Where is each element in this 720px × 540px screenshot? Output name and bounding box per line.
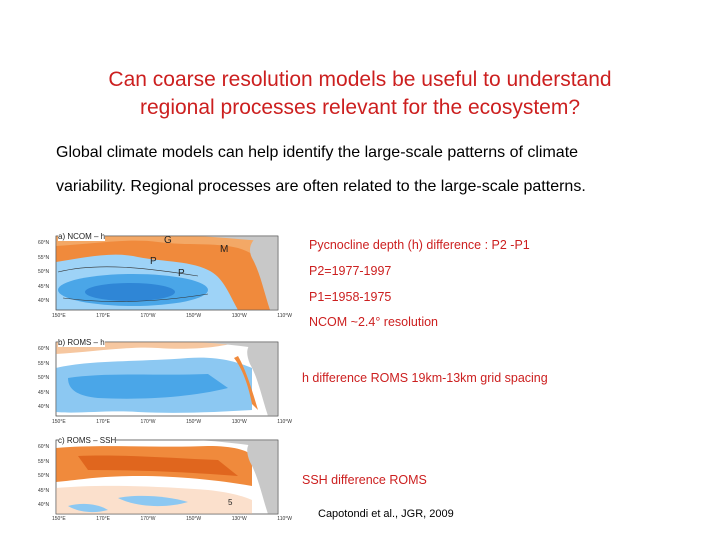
citation: Capotondi et al., JGR, 2009 — [318, 508, 454, 520]
slide-title: Can coarse resolution models be useful t… — [40, 66, 680, 122]
marker-p-2: P — [150, 256, 157, 267]
roms-ssh-map — [55, 439, 279, 515]
panel-label: a) NCOM – h — [58, 232, 106, 241]
lat-ticks: 60°N 55°N 50°N 45°N 40°N — [38, 240, 50, 304]
ncom-h-map — [55, 235, 279, 311]
lon-ticks: 150°E 170°E 170°W 150°W 130°W 110°W — [52, 313, 292, 319]
caption-panel-a-line2: P2=1977-1997 — [309, 264, 392, 278]
map-panel-a: a) NCOM – h G M P P 60°N 55°N 50°N 45°N 40°N… — [38, 232, 292, 320]
intro-text: Global climate models can help identify … — [56, 136, 696, 204]
marker-p: P — [178, 268, 185, 279]
caption-panel-a-line1: Pycnocline depth (h) difference : P2 -P1 — [309, 238, 530, 252]
caption-panel-b: h difference ROMS 19km-13km grid spacing — [302, 371, 548, 385]
panel-label: b) ROMS – h — [58, 338, 105, 347]
map-panel-b: b) ROMS – h 60°N 55°N 50°N 45°N 40°N 150°E 17… — [38, 338, 292, 426]
lat-ticks: 60°N 55°N 50°N 45°N 40°N — [38, 346, 50, 410]
lon-ticks: 150°E 170°E 170°W 150°W 130°W 110°W — [52, 516, 292, 522]
marker-m: M — [220, 244, 229, 255]
map-panel-c: c) ROMS – SSH 5 60°N 55°N 50°N 45°N 40°N 150… — [38, 436, 292, 524]
lon-ticks: 150°E 170°E 170°W 150°W 130°W 110°W — [52, 419, 292, 425]
marker-g: G — [164, 235, 172, 246]
title-line-1: Can coarse resolution models be useful t… — [108, 68, 612, 91]
panel-label: c) ROMS – SSH — [58, 436, 117, 445]
caption-panel-a-line4: NCOM ~2.4° resolution — [309, 315, 439, 329]
caption-panel-a-line3: P1=1958-1975 — [309, 290, 392, 304]
marker-5: 5 — [228, 498, 233, 507]
lat-ticks: 60°N 55°N 50°N 45°N 40°N — [38, 444, 50, 508]
caption-panel-c: SSH difference ROMS — [302, 473, 427, 487]
title-line-2: regional processes relevant for the ecos… — [139, 96, 581, 119]
intro-line-2: variability. Regional processes are ofte… — [56, 178, 586, 195]
roms-h-map — [55, 341, 279, 417]
intro-line-1: Global climate models can help identify … — [56, 144, 579, 161]
